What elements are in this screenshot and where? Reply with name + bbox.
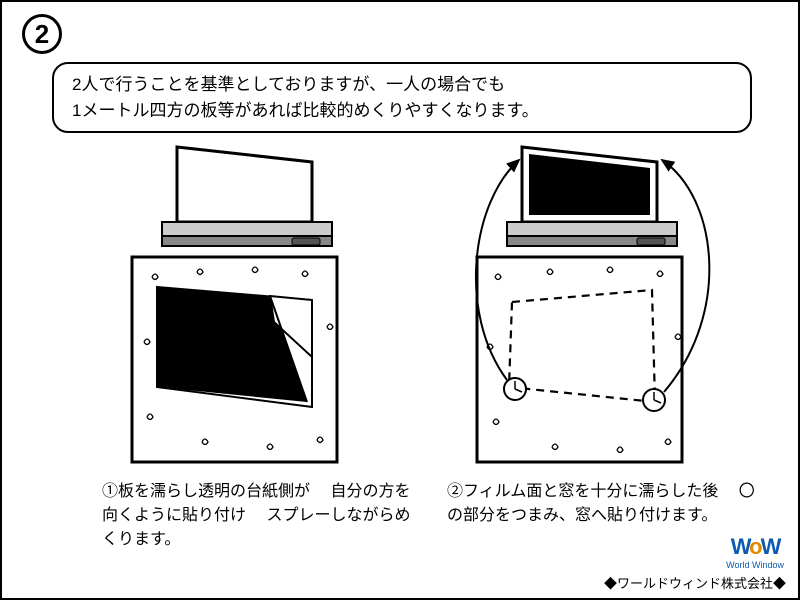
right-diagram [447,142,747,472]
left-caption: ①板を濡らし透明の台紙側が 自分の方を向くように貼り付け スプレーしながらめくり… [102,477,422,549]
note-box: 2人で行うことを基準としておりますが、一人の場合でも 1メートル四方の板等があれ… [52,62,752,133]
left-panel [102,142,422,472]
footer-text: ◆ワールドウィンド株式会社◆ [604,573,786,592]
step-number: 2 [22,14,62,54]
right-panel [447,142,767,472]
left-diagram [102,142,382,472]
right-caption: ②フィルム面と窓を十分に濡らした後 〇の部分をつまみ、窓へ貼り付けます。 [447,477,767,525]
logo: WoW World Window [726,534,784,570]
logo-subtext: World Window [726,560,784,570]
